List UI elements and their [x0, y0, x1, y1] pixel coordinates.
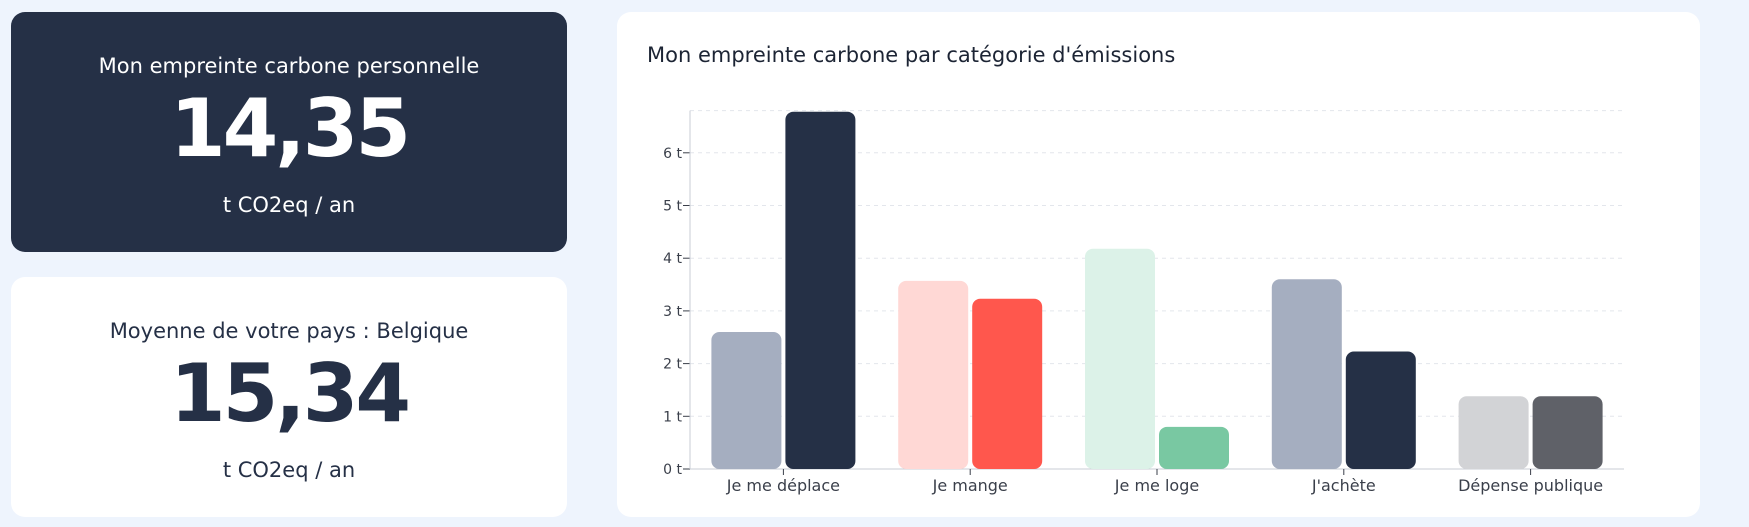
- bar-1: [1085, 248, 1155, 469]
- bar-2: [972, 298, 1043, 469]
- y-tick-label: 3 t: [663, 304, 682, 320]
- chart-title: Mon empreinte carbone par catégorie d'ém…: [647, 43, 1176, 67]
- bar-1: [1458, 396, 1529, 469]
- y-tick-label: 6 t: [663, 146, 682, 162]
- bar-2: [1159, 426, 1229, 469]
- bar-1: [711, 331, 782, 469]
- country-average-unit: t CO2eq / an: [222, 458, 356, 482]
- x-tick-label: J'achète: [1311, 476, 1376, 495]
- bar-1: [898, 280, 969, 469]
- bar-1: [1271, 279, 1342, 469]
- emissions-bar-chart: 0 t 1 t 2 t 3 t 4 t 5 t 6 t Je me déplace Je man…: [663, 110, 1624, 495]
- personal-footprint-card: Mon empreinte carbone personnelle 14,35 …: [11, 12, 567, 252]
- bar-2: [1532, 396, 1603, 469]
- personal-footprint-title: Mon empreinte carbone personnelle: [98, 54, 480, 78]
- personal-footprint-value: 14,35: [169, 82, 411, 175]
- x-tick-label: Dépense publique: [1458, 476, 1603, 495]
- bar-2: [1345, 351, 1416, 469]
- x-tick-label: Je me déplace: [726, 476, 840, 495]
- country-average-value: 15,34: [169, 347, 411, 440]
- x-tick-label: Je me loge: [1114, 476, 1199, 495]
- y-tick-label: 0 t: [663, 462, 682, 478]
- y-tick-label: 4 t: [663, 251, 682, 267]
- emissions-chart-card: Mon empreinte carbone par catégorie d'ém…: [617, 12, 1700, 517]
- y-tick-label: 5 t: [663, 199, 682, 215]
- x-tick-label: Je mange: [932, 476, 1008, 495]
- country-average-card: Moyenne de votre pays : Belgique 15,34 t…: [11, 277, 567, 517]
- country-average-title: Moyenne de votre pays : Belgique: [109, 319, 469, 343]
- y-tick-label: 2 t: [663, 357, 682, 373]
- bar-2: [785, 111, 856, 469]
- personal-footprint-unit: t CO2eq / an: [222, 193, 356, 217]
- y-tick-label: 1 t: [663, 409, 682, 425]
